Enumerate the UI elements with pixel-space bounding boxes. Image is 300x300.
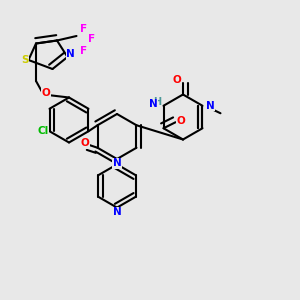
Text: N: N bbox=[112, 158, 122, 169]
Text: O: O bbox=[176, 116, 185, 126]
Text: O: O bbox=[172, 75, 182, 85]
Text: F: F bbox=[80, 23, 88, 34]
Text: N: N bbox=[206, 101, 214, 111]
Text: F: F bbox=[80, 46, 88, 56]
Text: S: S bbox=[21, 55, 29, 65]
Text: Cl: Cl bbox=[37, 126, 49, 136]
Text: N: N bbox=[148, 99, 158, 109]
Text: N: N bbox=[112, 207, 122, 217]
Text: N: N bbox=[66, 49, 75, 59]
Text: O: O bbox=[80, 138, 89, 148]
Text: H: H bbox=[154, 97, 162, 107]
Text: O: O bbox=[41, 88, 50, 98]
Text: F: F bbox=[88, 34, 95, 44]
